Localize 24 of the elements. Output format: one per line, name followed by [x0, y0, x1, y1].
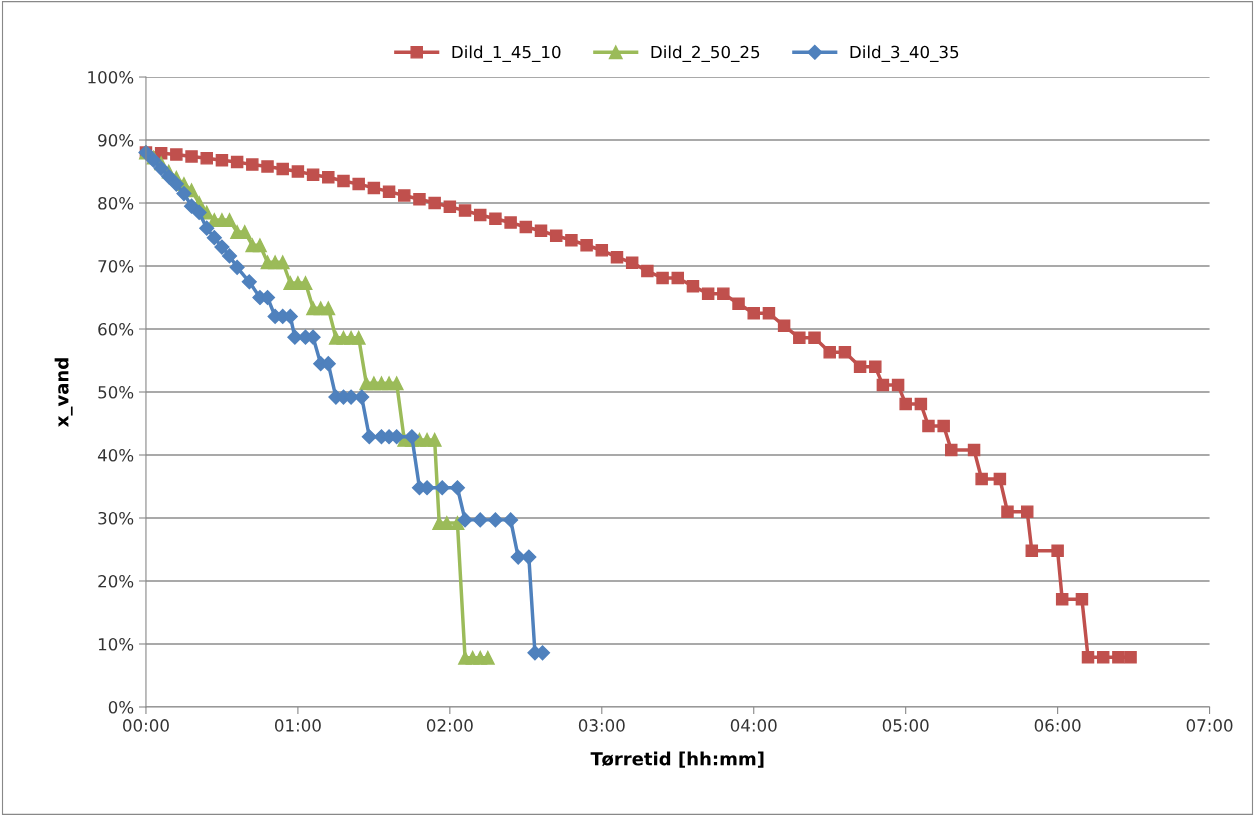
y-axis-title: x_vand — [54, 358, 73, 427]
y-tick-label: 20% — [98, 574, 134, 588]
x-axis-title: Tørretid [hh:mm] — [590, 751, 764, 768]
y-tick-label: 30% — [98, 511, 134, 525]
y-tick-label: 70% — [98, 259, 134, 273]
legend-label: Dild_3_40_35 — [850, 45, 959, 63]
y-tick-label: 100% — [88, 70, 134, 84]
x-tick-label: 07:00 — [1186, 719, 1233, 732]
x-tick-label: 01:00 — [274, 719, 321, 732]
x-tick-label: 02:00 — [426, 719, 473, 732]
legend-label: Dild_2_50_25 — [651, 45, 760, 63]
y-tick-label: 40% — [97, 448, 134, 462]
y-tick-label: 0% — [108, 700, 134, 714]
y-tick-label: 90% — [98, 133, 134, 147]
y-tick-label: 80% — [98, 196, 134, 210]
y-tick-label: 50% — [98, 385, 134, 399]
x-tick-label: 03:00 — [578, 719, 625, 732]
y-tick-label: 60% — [98, 322, 134, 336]
y-tick-label: 10% — [98, 637, 134, 651]
x-tick-label: 00:00 — [123, 719, 169, 732]
legend-label: Dild_1_45_10 — [452, 45, 561, 63]
x-tick-label: 05:00 — [882, 719, 929, 732]
x-tick-label: 06:00 — [1034, 719, 1081, 732]
x-tick-label: 04:00 — [730, 719, 777, 732]
